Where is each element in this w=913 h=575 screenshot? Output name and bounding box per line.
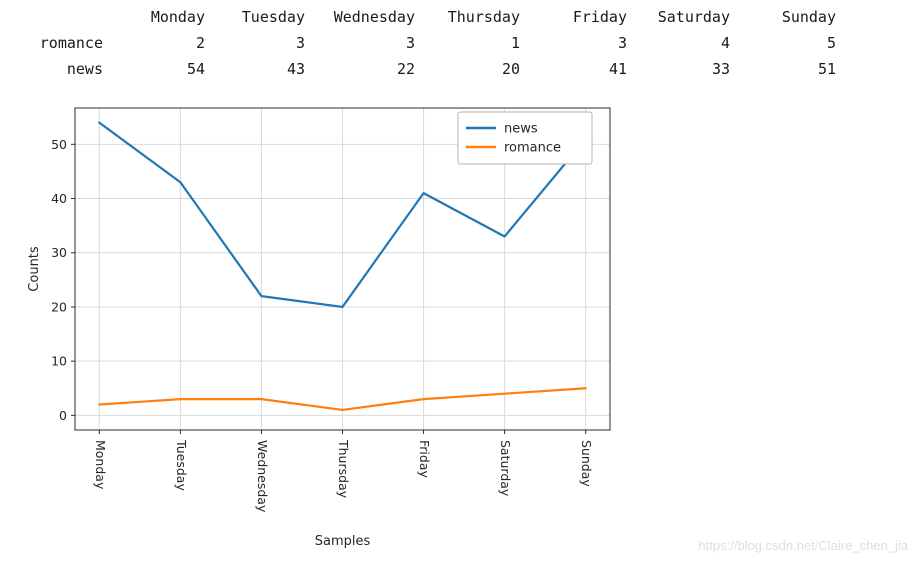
series-line-romance (98, 387, 587, 412)
table-cell: 51 (817, 60, 836, 78)
table-cell: 3 (295, 34, 305, 52)
table-cell: 2 (195, 34, 205, 52)
y-tick-label: 20 (51, 299, 67, 314)
series-line-news (98, 121, 587, 309)
y-axis-label: Counts (27, 246, 42, 292)
table-row: news 54 43 22 20 41 33 51 (0, 56, 836, 82)
table-cell: 4 (720, 34, 730, 52)
table-cell: 1 (510, 34, 520, 52)
x-tick-label: Tuesday (174, 439, 189, 491)
corner-cell (0, 4, 103, 30)
table-cell: 22 (396, 60, 415, 78)
table-cell: 41 (608, 60, 627, 78)
line-chart-figure: 0 10 20 30 40 50 Monday Tuesday Wednesday Thursda… (0, 92, 660, 571)
table-cell: 5 (826, 34, 836, 52)
y-tick-label: 30 (51, 245, 67, 260)
x-tick-label: Wednesday (255, 440, 270, 513)
table-cell: 33 (711, 60, 730, 78)
row-label: news (66, 60, 103, 78)
table-cell: 3 (405, 34, 415, 52)
x-tick-label: Saturday (498, 440, 513, 497)
watermark-url: https://blog.csdn.net/Claire_chen_jia (698, 538, 908, 553)
x-axis-label: Samples (315, 534, 371, 549)
column-header: Saturday (657, 8, 730, 26)
dataframe-table: Monday Tuesday Wednesday Thursday Friday… (0, 4, 836, 82)
y-tick-label: 10 (51, 354, 67, 369)
legend-label-romance: romance (504, 141, 561, 156)
table-cell: 3 (617, 34, 627, 52)
x-tick-label: Thursday (336, 439, 351, 499)
legend-label-news: news (504, 122, 538, 137)
row-label: romance (39, 34, 103, 52)
column-header: Friday (572, 8, 627, 26)
y-tick-label: 0 (59, 408, 67, 423)
column-header: Monday (150, 8, 205, 26)
column-header: Thursday (447, 8, 520, 26)
table-row: romance 2 3 3 1 3 4 5 (0, 30, 836, 56)
column-header: Tuesday (241, 8, 305, 26)
x-tick-label: Friday (417, 440, 432, 478)
table-cell: 43 (286, 60, 305, 78)
column-header: Wednesday (333, 8, 415, 26)
x-tick-label: Sunday (579, 440, 594, 487)
column-header: Sunday (781, 8, 836, 26)
x-tick-label: Monday (93, 440, 108, 490)
table-cell: 54 (186, 60, 205, 78)
y-tick-label: 50 (51, 137, 67, 152)
line-chart: 0 10 20 30 40 50 Monday Tuesday Wednesday Thursda… (27, 107, 611, 549)
table-cell: 20 (501, 60, 520, 78)
y-tick-label: 40 (51, 191, 67, 206)
table-header-row: Monday Tuesday Wednesday Thursday Friday… (0, 4, 836, 30)
legend-box (457, 111, 593, 165)
